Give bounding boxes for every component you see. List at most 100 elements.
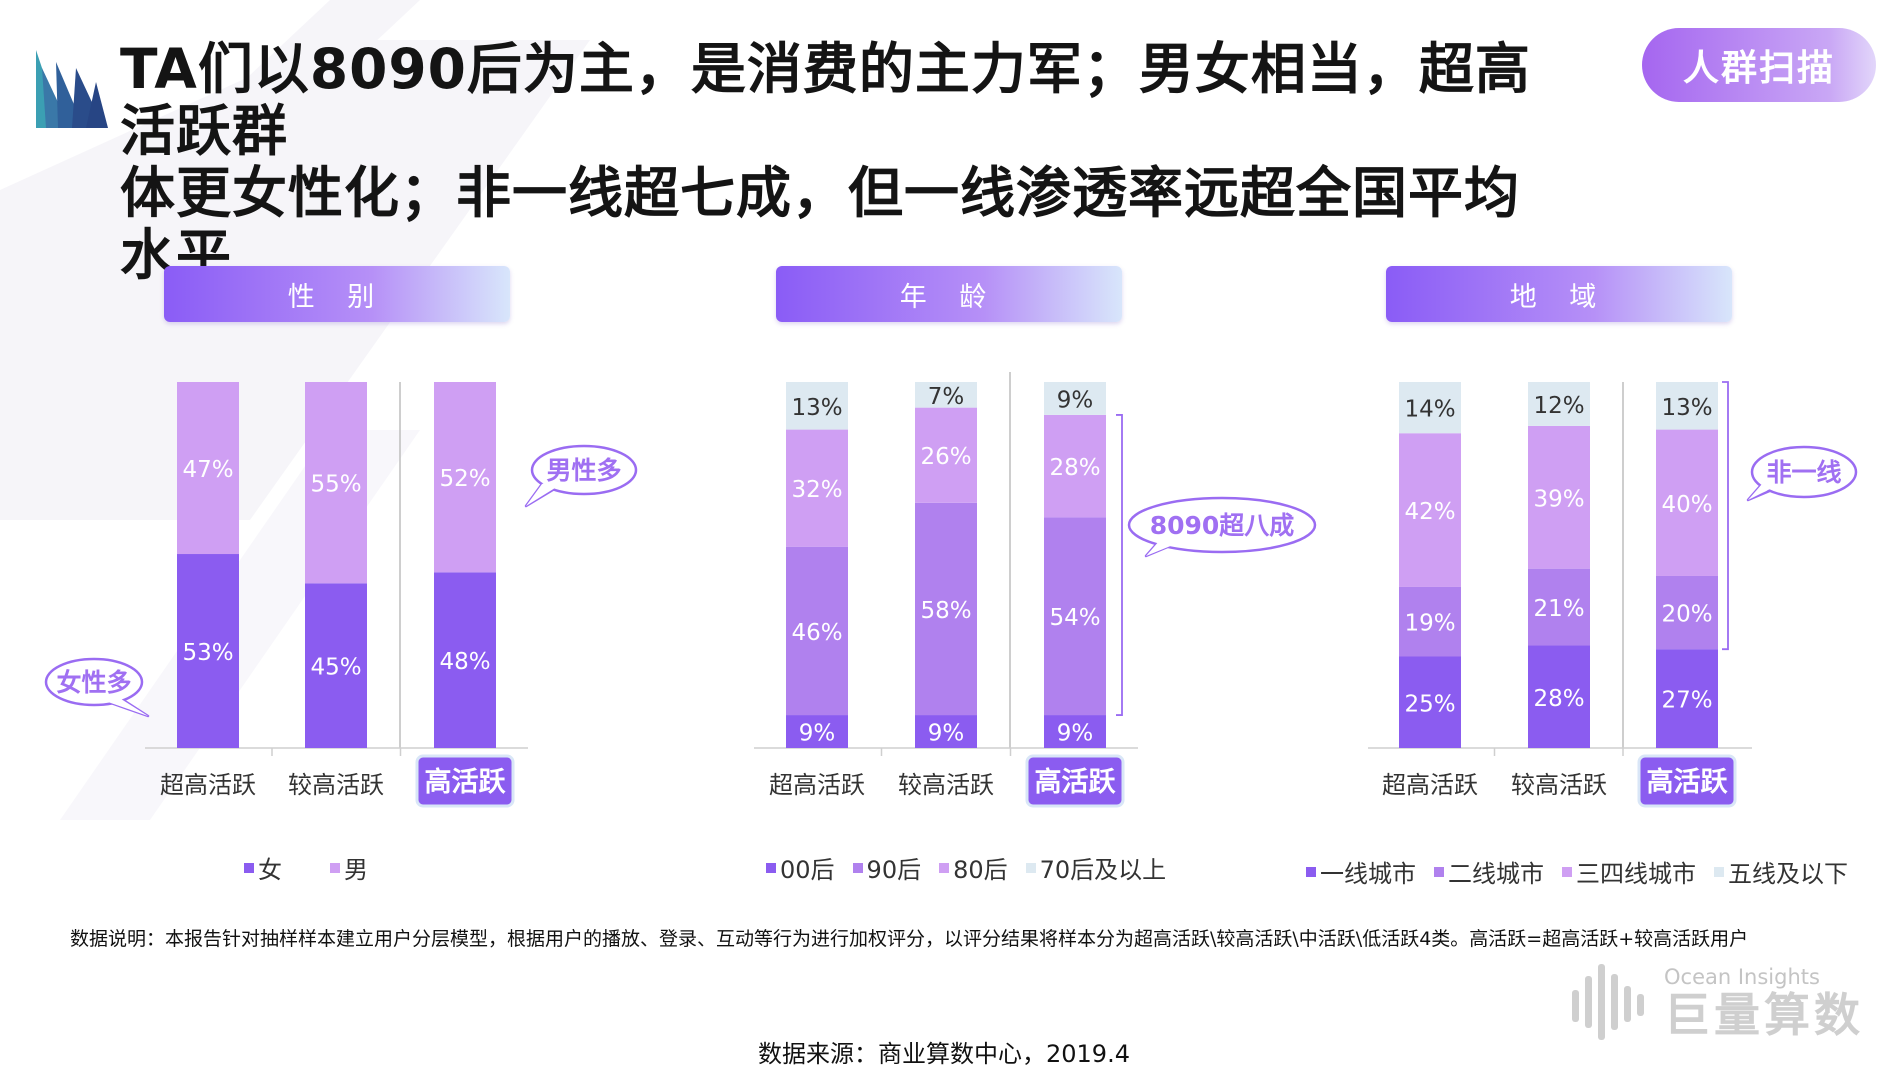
legend-item: 70后及以上	[1025, 850, 1166, 885]
bar-segment	[177, 382, 239, 555]
data-label: 26%	[920, 444, 971, 470]
data-label: 28%	[1049, 455, 1100, 481]
page-title-line-1: TA们以8090后为主，是消费的主力军；男女相当，超高活跃群	[120, 37, 1531, 163]
legend-region: 一线城市 二线城市 三四线城市 五线及以下	[1306, 854, 1848, 889]
legend-swatch	[1714, 866, 1724, 877]
annotation-text: 女性多	[56, 668, 131, 697]
data-label: 9%	[1057, 387, 1094, 413]
legend-item: 三四线城市	[1562, 854, 1696, 889]
annotation-text: 男性多	[546, 456, 621, 485]
bar-segment	[786, 715, 848, 748]
legend-label: 五线及以下	[1728, 860, 1848, 888]
page-title-line-2: 体更女性化；非一线超七成，但一线渗透率远超全国平均水平	[120, 161, 1521, 287]
data-label: 9%	[1057, 721, 1094, 747]
category-label: 超高活跃	[160, 771, 256, 799]
data-label: 58%	[920, 598, 971, 624]
bar-segment	[915, 502, 977, 716]
brand-watermark: Ocean Insights 巨量算数	[1570, 964, 1864, 1040]
bar-segment	[1399, 382, 1461, 434]
category-label: 较高活跃	[898, 771, 994, 799]
data-source: 数据来源：商业算数中心，2019.4	[758, 1040, 1130, 1068]
bar-segment	[1044, 382, 1106, 415]
annotation-text: 非一线	[1766, 458, 1841, 487]
legend-item: 80后	[939, 850, 1008, 885]
bar-segment	[1528, 382, 1590, 426]
data-label: 21%	[1533, 596, 1584, 622]
legend-item: 五线及以下	[1714, 854, 1848, 889]
legend-item: 女	[244, 850, 282, 885]
bar-segment	[786, 429, 848, 547]
data-label: 20%	[1661, 602, 1712, 628]
legend-item: 90后	[852, 850, 922, 885]
bar-segment	[1656, 649, 1718, 748]
bar-segment	[1528, 645, 1590, 748]
data-label: 12%	[1533, 393, 1584, 419]
bracket-non-tier1	[1722, 381, 1729, 651]
legend-swatch	[244, 862, 254, 873]
legend-label: 一线城市	[1320, 860, 1416, 888]
bar-segment	[1656, 382, 1718, 430]
bar-segment	[786, 382, 848, 430]
legend-swatch	[1562, 866, 1572, 877]
data-label: 52%	[439, 466, 490, 492]
brand-bars-icon	[1572, 964, 1644, 1040]
data-label: 28%	[1533, 686, 1584, 712]
category-label: 高活跃	[425, 766, 507, 798]
panel-header-age: 年 龄	[776, 266, 1122, 322]
data-label: 9%	[799, 721, 836, 747]
bar-segment	[1044, 517, 1106, 716]
bar-segment	[915, 382, 977, 408]
data-label: 45%	[310, 655, 361, 681]
legend-swatch	[766, 862, 776, 873]
bar-segment	[434, 572, 496, 748]
highlight-category-box	[1637, 754, 1737, 808]
legend-label: 90后	[866, 856, 922, 884]
legend-item: 二线城市	[1434, 854, 1544, 889]
data-label: 40%	[1661, 492, 1712, 518]
callout-male-tail-cover	[526, 470, 584, 506]
legend-swatch	[852, 862, 863, 873]
data-label: 32%	[791, 477, 842, 503]
data-label: 13%	[1661, 395, 1712, 421]
highlight-category-box	[415, 754, 515, 808]
annotation-text: 8090超八成	[1150, 511, 1295, 540]
callout-8090-tail-cover	[1146, 525, 1222, 556]
bar-segment	[1656, 575, 1718, 650]
category-label: 超高活跃	[1382, 771, 1478, 799]
bar-segment	[915, 407, 977, 503]
data-label: 42%	[1404, 499, 1455, 525]
legend-label: 00后	[780, 856, 835, 884]
legend-swatch	[330, 862, 340, 873]
legend-item: 男	[330, 850, 368, 885]
callout-non-tier1-tail-cover	[1748, 472, 1804, 500]
bar-segment	[305, 583, 367, 748]
legend-swatch	[939, 862, 950, 873]
category-label: 超高活跃	[769, 771, 865, 799]
data-label: 39%	[1533, 486, 1584, 512]
legend-label: 二线城市	[1448, 860, 1544, 888]
data-label: 54%	[1049, 605, 1100, 631]
data-label: 48%	[439, 649, 490, 675]
legend-label: 三四线城市	[1576, 860, 1696, 888]
panel-header-region: 地 域	[1386, 266, 1732, 322]
legend-label: 女	[258, 856, 282, 884]
category-label: 较高活跃	[288, 771, 384, 799]
category-label: 较高活跃	[1511, 771, 1607, 799]
category-label: 高活跃	[1647, 766, 1729, 798]
bar-segment	[915, 715, 977, 748]
bar-segment	[1399, 586, 1461, 657]
data-label: 47%	[182, 457, 233, 483]
data-label: 46%	[791, 620, 842, 646]
bar-segment	[1044, 414, 1106, 518]
highlight-category-box	[1025, 754, 1125, 808]
bar-segment	[177, 554, 239, 748]
data-label: 14%	[1404, 397, 1455, 423]
bracket-8090	[1116, 414, 1123, 716]
bar-segment	[1656, 429, 1718, 576]
section-badge: 人群扫描	[1642, 28, 1876, 102]
data-label: 27%	[1661, 688, 1712, 714]
bar-segment	[1399, 433, 1461, 587]
data-label: 19%	[1404, 611, 1455, 637]
legend-label: 男	[344, 856, 368, 884]
legend-item: 一线城市	[1306, 854, 1416, 889]
